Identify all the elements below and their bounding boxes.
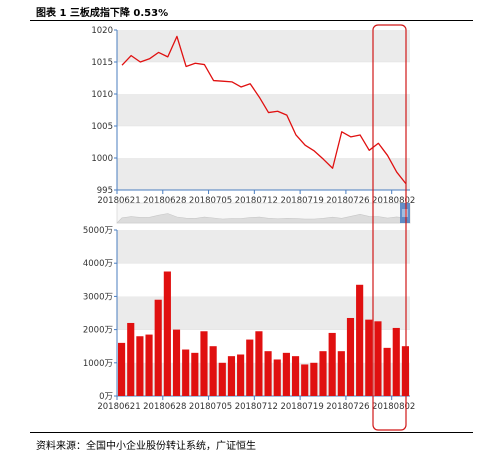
volume-bar — [237, 354, 245, 396]
x-tick-label: 20180726 — [326, 402, 369, 412]
bar-chart-y-ticks: 5000万 4000万 3000万 2000万 1000万 0万 — [83, 226, 117, 402]
navigator-area — [116, 213, 411, 224]
band — [117, 230, 410, 264]
line-chart-y-ticks: 1020 1015 1010 1005 1000 995 — [91, 26, 117, 196]
highlight-box — [372, 24, 407, 431]
line-chart-axes — [116, 30, 410, 191]
y-tick-label: 1020 — [91, 26, 113, 36]
x-tick-label: 20180712 — [235, 402, 278, 412]
volume-bar — [127, 322, 135, 396]
x-tick-label: 20180628 — [143, 196, 186, 206]
volume-bar — [209, 346, 217, 396]
page-title: 图表 1 三板成指下降 0.53% — [36, 8, 169, 19]
y-tick-label: 4000万 — [83, 259, 113, 269]
volume-bar — [319, 351, 327, 396]
volume-bar — [163, 271, 171, 396]
bar-chart-x-ticks: 20180621 20180628 20180705 20180712 20180719… — [97, 396, 415, 412]
volume-bar — [264, 351, 272, 396]
volume-bar — [145, 334, 153, 396]
volume-bar — [227, 356, 236, 396]
band — [117, 94, 410, 126]
y-tick-label: 1015 — [91, 58, 113, 68]
volume-bar — [310, 362, 318, 396]
volume-bar — [246, 339, 254, 396]
volume-bar — [273, 359, 281, 396]
volume-bar — [282, 352, 290, 396]
y-tick-label: 5000万 — [83, 226, 113, 236]
line-series — [121, 35, 407, 185]
volume-bar — [291, 356, 300, 396]
x-tick-label: 20180621 — [97, 196, 140, 206]
band — [117, 30, 410, 62]
volume-bar — [136, 336, 144, 396]
x-tick-label: 20180628 — [143, 402, 186, 412]
y-tick-label: 0万 — [99, 392, 113, 402]
x-tick-label: 20180802 — [372, 402, 415, 412]
y-tick-label: 2000万 — [83, 326, 113, 336]
title-rule — [30, 20, 473, 21]
x-tick-label: 20180726 — [326, 196, 369, 206]
x-tick-label: 20180719 — [280, 196, 323, 206]
band — [117, 158, 410, 190]
volume-bar — [365, 319, 373, 396]
range-navigator[interactable] — [116, 202, 411, 224]
bar-series — [118, 271, 409, 396]
x-tick-label: 20180712 — [235, 196, 278, 206]
volume-bar — [383, 347, 391, 396]
y-tick-label: 1000 — [91, 154, 113, 164]
volume-bar — [337, 351, 345, 396]
volume-bar — [218, 362, 226, 396]
x-tick-label: 20180705 — [189, 196, 232, 206]
volume-bar — [356, 284, 364, 396]
x-tick-label: 20180621 — [97, 402, 140, 412]
volume-bar — [301, 364, 309, 396]
source-note: 资料来源：全国中小企业股份转让系统，广证恒生 — [36, 441, 256, 452]
volume-bar — [154, 299, 162, 396]
y-tick-label: 995 — [97, 186, 113, 196]
volume-bar — [118, 342, 126, 396]
y-tick-label: 1005 — [91, 122, 113, 132]
volume-bar — [191, 352, 199, 396]
volume-bar — [346, 317, 355, 396]
volume-bar — [172, 329, 181, 396]
volume-bar — [374, 321, 382, 396]
volume-bar — [328, 332, 336, 396]
line-chart-bands — [117, 30, 410, 190]
line-chart-x-ticks: 20180621 20180628 20180705 20180712 20180719… — [97, 190, 415, 206]
y-tick-label: 1010 — [91, 90, 113, 100]
y-tick-label: 3000万 — [83, 292, 113, 302]
volume-bar — [182, 349, 190, 396]
volume-bar — [255, 331, 263, 396]
volume-bar — [392, 327, 400, 396]
volume-bar — [200, 331, 208, 396]
y-tick-label: 1000万 — [83, 359, 113, 369]
index-line — [121, 35, 407, 185]
x-tick-label: 20180705 — [189, 402, 232, 412]
x-tick-label: 20180719 — [280, 402, 323, 412]
footer-rule — [30, 432, 473, 433]
x-tick-label: 20180802 — [372, 196, 415, 206]
